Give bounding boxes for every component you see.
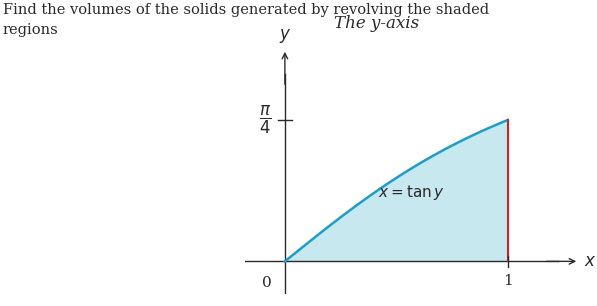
Text: $\dfrac{\pi}{4}$: $\dfrac{\pi}{4}$ bbox=[259, 104, 272, 136]
Text: 1: 1 bbox=[503, 274, 513, 288]
Text: $x$: $x$ bbox=[583, 253, 596, 270]
Text: 0: 0 bbox=[262, 276, 272, 290]
Text: Find the volumes of the solids generated by revolving the shaded
regions: Find the volumes of the solids generated… bbox=[3, 3, 489, 36]
Text: $y$: $y$ bbox=[279, 27, 291, 45]
Polygon shape bbox=[285, 120, 508, 261]
Text: The y-axis: The y-axis bbox=[334, 15, 418, 32]
Text: $x = \tan y$: $x = \tan y$ bbox=[378, 184, 445, 203]
